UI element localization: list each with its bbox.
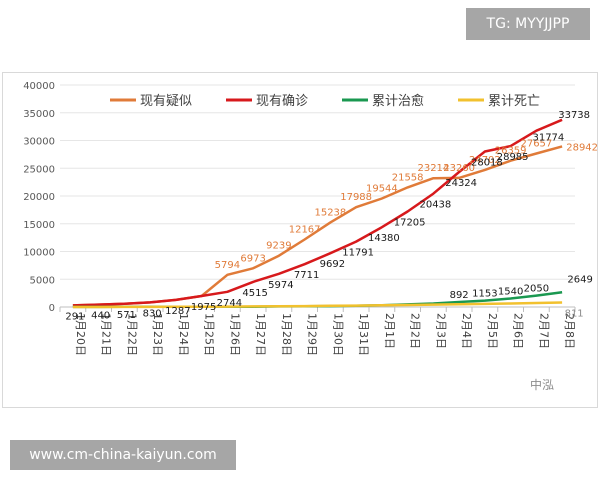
data-label: 1287 — [165, 306, 190, 317]
data-label: 830 — [143, 308, 162, 319]
x-tick-label: 2月6日 — [512, 313, 525, 349]
data-label: 12167 — [289, 224, 321, 235]
x-tick-label: 1月31日 — [357, 313, 370, 356]
data-label: 811 — [565, 308, 584, 319]
data-label: 1975 — [191, 302, 216, 313]
data-label: 28985 — [497, 152, 529, 163]
x-tick-label: 1月23日 — [151, 313, 164, 356]
x-tick-label: 1月20日 — [74, 313, 87, 356]
data-label: 4515 — [242, 288, 267, 299]
data-label: 17205 — [394, 218, 426, 229]
x-tick-label: 2月7日 — [537, 313, 550, 349]
legend-label: 累计死亡 — [488, 94, 540, 109]
y-tick-label: 10000 — [23, 248, 55, 259]
data-label: 28018 — [471, 158, 503, 169]
x-tick-label: 1月24日 — [177, 313, 190, 356]
x-tick-label: 1月27日 — [254, 313, 267, 356]
x-tick-label: 1月30日 — [331, 313, 344, 356]
data-label: 26359 — [495, 146, 527, 157]
data-label: 23260 — [443, 163, 475, 174]
data-label: 291 — [65, 311, 84, 322]
series-line — [72, 118, 563, 307]
x-tick-label: 1月28日 — [280, 313, 293, 356]
x-tick-label: 2月3日 — [434, 313, 447, 349]
x-tick-label: 2月8日 — [563, 313, 576, 349]
legend-label: 累计治愈 — [372, 94, 424, 109]
watermark-text: 中泓 — [530, 378, 555, 392]
data-label: 571 — [117, 310, 136, 321]
x-tick-label: 1月29日 — [306, 313, 319, 356]
data-label: 5974 — [268, 280, 293, 291]
data-label: 14380 — [368, 233, 400, 244]
data-label: 19544 — [366, 184, 398, 195]
y-tick-label: 25000 — [23, 164, 55, 175]
data-label: 23214 — [417, 163, 449, 174]
x-tick-label: 1月25日 — [203, 313, 216, 356]
data-label: 9239 — [266, 241, 291, 252]
data-label: 15238 — [314, 207, 346, 218]
data-label: 2050 — [524, 284, 549, 295]
x-tick-label: 2月4日 — [460, 313, 473, 349]
data-label: 24324 — [445, 178, 477, 189]
y-tick-label: 20000 — [23, 192, 55, 203]
legend-label: 现有疑似 — [140, 93, 192, 109]
data-label: 33738 — [558, 110, 590, 121]
data-label: 1540 — [498, 286, 523, 297]
x-tick-label: 2月2日 — [409, 313, 422, 349]
y-tick-label: 40000 — [23, 81, 55, 92]
data-label: 440 — [91, 311, 110, 322]
footer-url: www.cm-china-kaiyun.com — [10, 440, 236, 470]
data-label: 6973 — [240, 253, 265, 264]
y-tick-label: 15000 — [23, 220, 55, 231]
data-label: 1153 — [472, 289, 497, 300]
data-label: 11791 — [342, 248, 374, 259]
data-label: 20438 — [419, 200, 451, 211]
x-tick-label: 2月5日 — [486, 313, 499, 349]
data-label: 2649 — [567, 274, 592, 285]
data-label: 5794 — [215, 260, 240, 271]
y-tick-label: 5000 — [30, 275, 55, 286]
data-label: 31774 — [532, 133, 564, 144]
legend-label: 现有确诊 — [256, 94, 308, 109]
x-tick-label: 1月26日 — [228, 313, 241, 356]
data-label: 24702 — [469, 155, 501, 166]
series-line — [72, 301, 563, 309]
chart-frame — [2, 72, 598, 408]
y-tick-label: 35000 — [23, 109, 55, 120]
y-tick-label: 30000 — [23, 137, 55, 148]
data-label: 2744 — [217, 298, 242, 309]
data-label: 28942 — [566, 142, 598, 153]
data-label: 892 — [450, 290, 469, 301]
data-label: 17988 — [340, 192, 372, 203]
top-banner: TG: MYYJJPP — [466, 8, 590, 40]
data-label: 27657 — [520, 139, 552, 150]
data-label: 7711 — [294, 270, 319, 281]
x-tick-label: 1月22日 — [125, 313, 138, 356]
y-tick-label: 0 — [49, 303, 55, 314]
x-tick-label: 2月1日 — [383, 313, 396, 349]
data-label: 9692 — [320, 259, 345, 270]
x-tick-label: 1月21日 — [100, 313, 113, 356]
data-label: 21558 — [392, 172, 424, 183]
